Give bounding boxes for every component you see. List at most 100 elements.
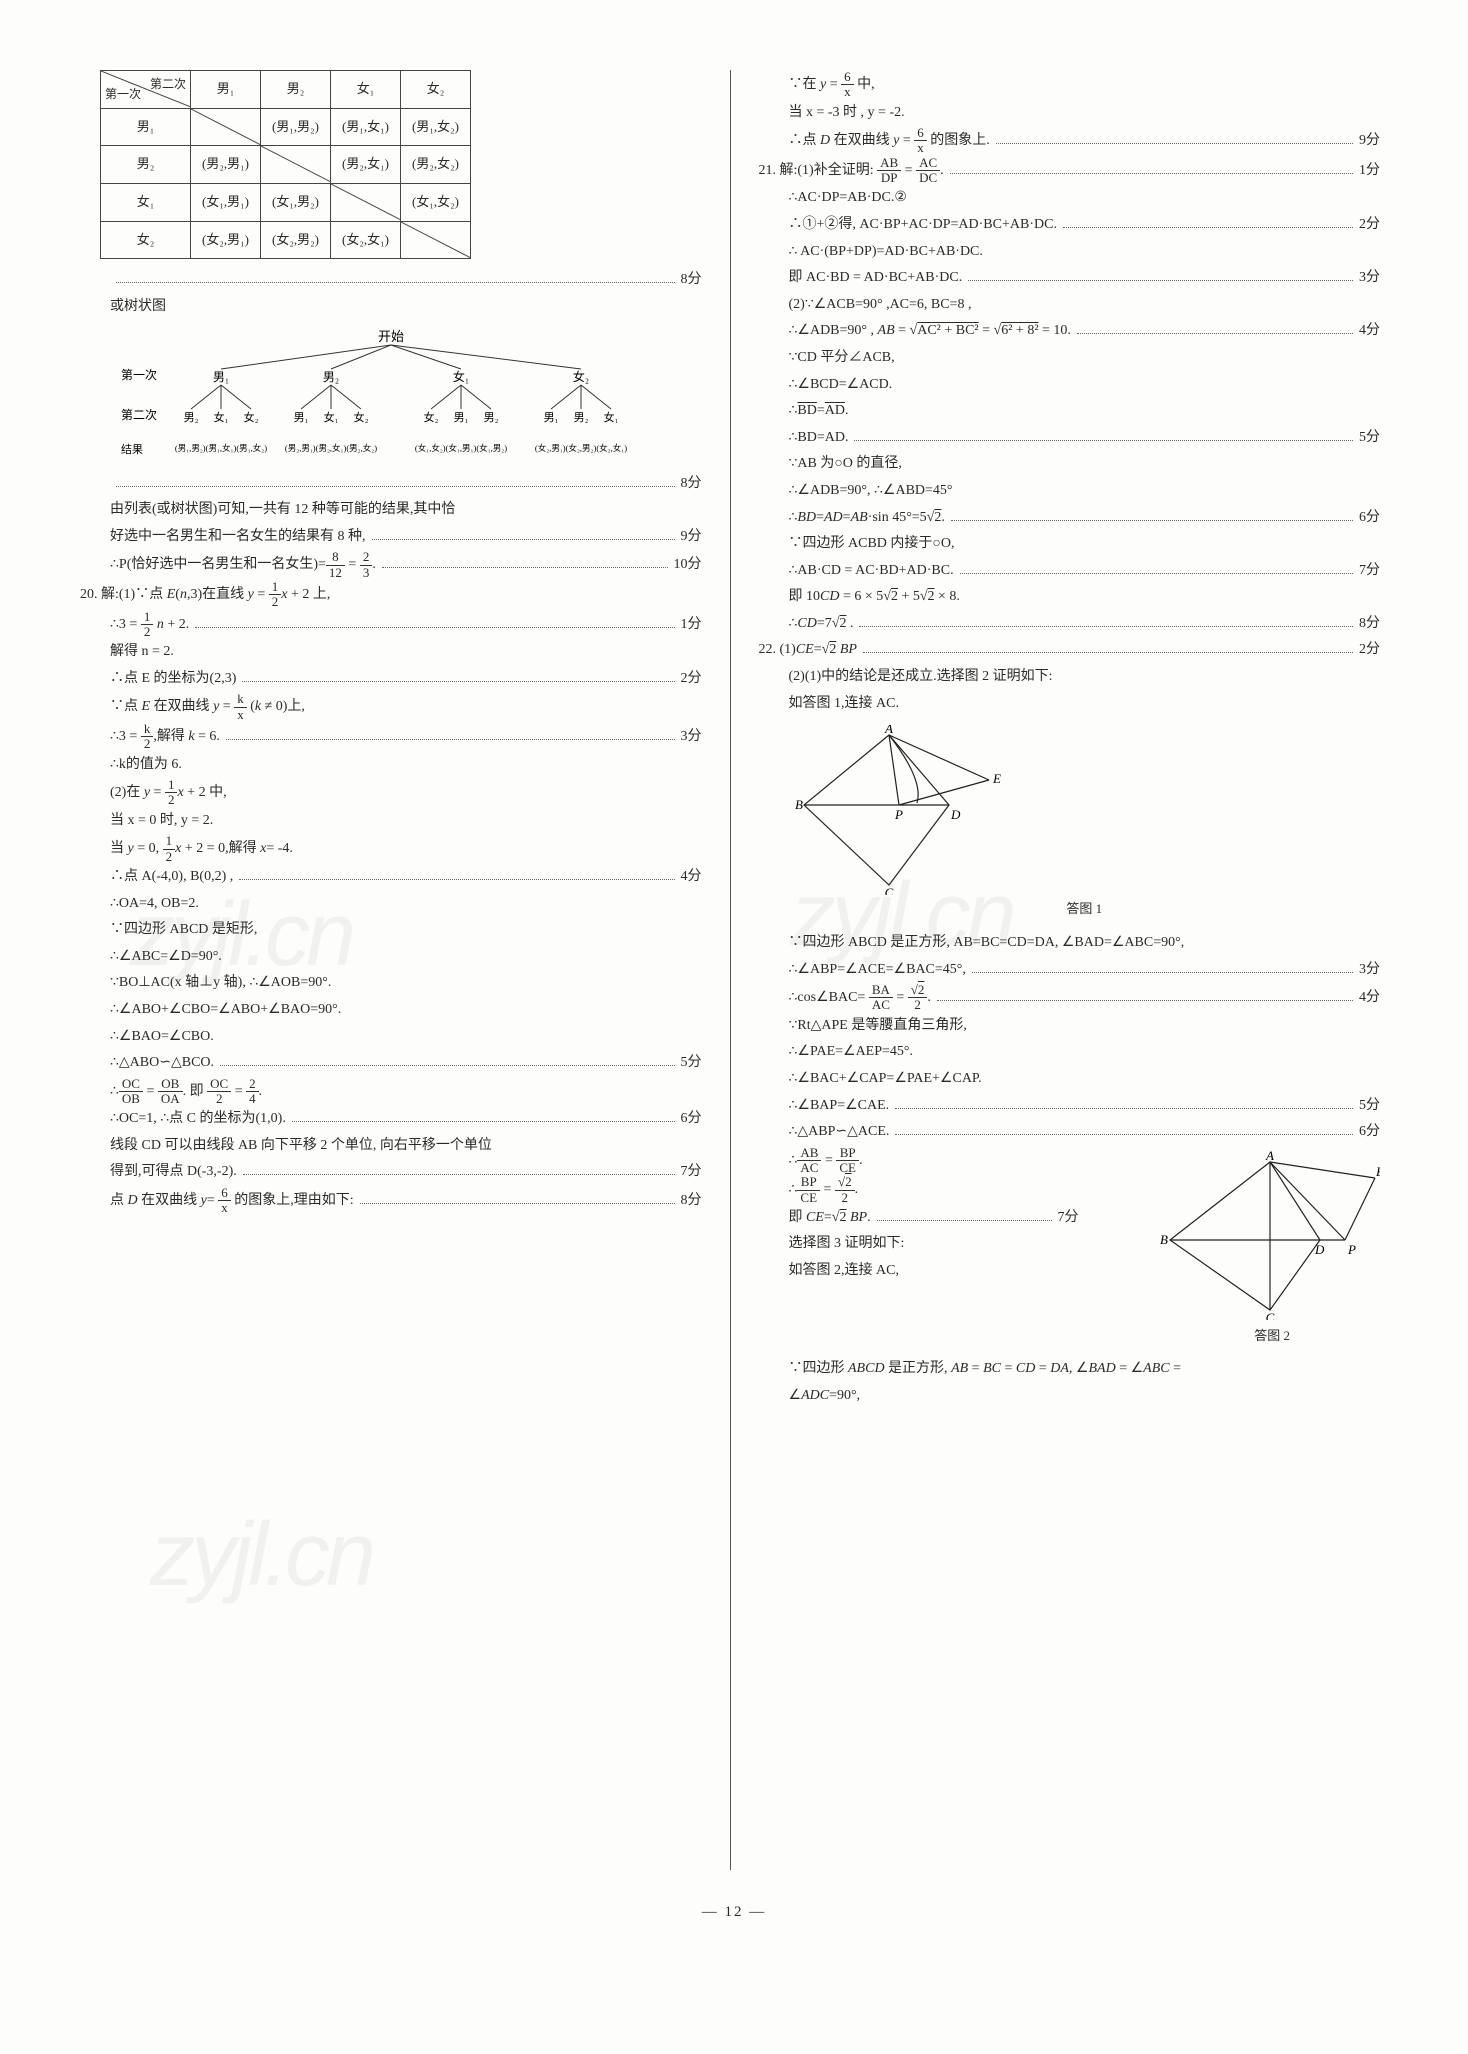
cell (261, 146, 331, 184)
text-line: ∵四边形 ABCD 是正方形, AB = BC = CD = DA, ∠BAD … (759, 1356, 1381, 1383)
score: 9分 (681, 524, 702, 551)
svg-text:女₁: 女₁ (213, 410, 228, 424)
score-row: 得到,可得点 D(-3,-2).7分 (80, 1159, 702, 1186)
svg-text:男₂: 男₂ (483, 412, 498, 424)
cell: (女₁,男₁) (191, 184, 261, 222)
text-line: ∴∠BAC+∠CAP=∠PAE+∠CAP. (759, 1066, 1381, 1093)
score: 4分 (1359, 318, 1380, 345)
score: 3分 (681, 724, 702, 751)
text: ∴3 = 12 n + 2. (110, 610, 189, 640)
text-line: 当 x = 0 时, y = 2. (80, 808, 702, 835)
text: ∴∠ABP=∠ACE=∠BAC=45°, (789, 957, 966, 984)
text-line: 如答图 1,连接 AC. (759, 691, 1381, 718)
right-column: zyjl.cn ∵在 y = 6x 中, 当 x = -3 时 , y = -2… (731, 70, 1399, 1870)
text: 点 D 在双曲线 y= 6x 的图象上,理由如下: (110, 1186, 354, 1216)
svg-text:结果: 结果 (121, 443, 143, 456)
text: ∴cos∠BAC= BAAC = √22. (789, 983, 931, 1013)
score-row: 好选中一名男生和一名女生的结果有 8 种, 9分 (80, 524, 702, 551)
table-row: 男₂ (男₂,男₁) (男₂,女₁) (男₂,女₂) (101, 146, 471, 184)
tree-diagram: 开始 第一次 第二次 结果 男₁ 男₂ 女₁ 女₂ 男₂女₁女₂ 男₁女₁女₂ (101, 327, 681, 467)
row-header: 男₁ (101, 108, 191, 146)
score-row: 8分 (80, 471, 702, 498)
score: 3分 (1359, 265, 1380, 292)
text: ∴点 A(-4,0), B(0,2) , (110, 864, 233, 891)
score: 9分 (1359, 128, 1380, 155)
text: ∴点 D 在双曲线 y = 6x 的图象上. (789, 126, 990, 156)
watermark: zyjl.cn (150, 1470, 372, 1641)
text-line: ∴∠ADB=90°, ∴∠ABD=45° (759, 478, 1381, 505)
q20-header: 20. 解:(1)∵点 E(n,3)在直线 y = 12x + 2 上, (80, 580, 702, 610)
score-row: 8分 (80, 267, 702, 294)
score-row: ∴BD=AD.5分 (759, 425, 1381, 452)
text-line: ∴OA=4, OB=2. (80, 891, 702, 918)
svg-text:C: C (884, 885, 893, 895)
score: 1分 (1359, 158, 1380, 185)
text-line: ∴ AC·(BP+DP)=AD·BC+AB·DC. (759, 239, 1381, 266)
svg-text:E: E (1375, 1164, 1380, 1179)
cell (191, 108, 261, 146)
text: ∴△ABP∽△ACE. (789, 1119, 890, 1146)
svg-text:P: P (894, 807, 903, 822)
answer-figure-1: A B C D E P (789, 725, 1009, 895)
text: ∴BD=AD=AB·sin 45°=5√2. (789, 505, 945, 532)
score: 2分 (681, 666, 702, 693)
score: 8分 (1359, 611, 1380, 638)
table-diag-header: 第二次 第一次 (101, 71, 191, 109)
svg-text:女₁: 女₁ (603, 410, 618, 424)
text-line: 当 x = -3 时 , y = -2. (759, 100, 1381, 127)
svg-text:A: A (884, 725, 893, 736)
score-row: ∴点 A(-4,0), B(0,2) , 4分 (80, 864, 702, 891)
cell: (女₂,男₁) (191, 221, 261, 259)
text-line: ∵AB 为○O 的直径, (759, 451, 1381, 478)
score: 6分 (681, 1106, 702, 1133)
svg-text:男₁: 男₁ (293, 412, 308, 424)
text-line: ∵Rt△APE 是等腰直角三角形, (759, 1013, 1381, 1040)
text-line: ∵CD 平分∠ACB, (759, 345, 1381, 372)
text-line: (2)(1)中的结论是还成立.选择图 2 证明如下: (759, 664, 1381, 691)
q22-header-row: 22. (1)CE=√2 BP2分 (759, 637, 1381, 664)
score: 6分 (1359, 505, 1380, 532)
text: ∴点 E 的坐标为(2,3) (110, 666, 236, 693)
score-row: ∴∠ADB=90° , AB = √AC² + BC² = √6² + 8² =… (759, 318, 1381, 345)
svg-text:A: A (1265, 1150, 1274, 1163)
text-line: ∴k的值为 6. (80, 752, 702, 779)
page-number: — 12 — (70, 1898, 1398, 1927)
col-header: 男₂ (261, 71, 331, 109)
text: 好选中一名男生和一名女生的结果有 8 种, (110, 524, 366, 551)
cell: (女₁,男₂) (261, 184, 331, 222)
svg-text:第一次: 第一次 (121, 368, 157, 382)
text: ∴∠BAP=∠CAE. (789, 1093, 890, 1120)
answer-figure-2: A B C D E P (1150, 1150, 1380, 1320)
score: 8分 (681, 267, 702, 294)
text: ∴△ABO∽△BCO. (110, 1050, 214, 1077)
text-line: 当 y = 0, 12x + 2 = 0,解得 x= -4. (80, 834, 702, 864)
left-column: zyjl.cn zyjl.cn 第二次 第一次 男₁ 男₂ 女₁ 女₂ 男₁ (… (70, 70, 731, 1870)
score-row: ∴△ABP∽△ACE.6分 (759, 1119, 1381, 1146)
score: 4分 (1359, 985, 1380, 1012)
row-header: 女₂ (101, 221, 191, 259)
text-line: ∠ADC=90°, (759, 1383, 1381, 1410)
score-row: ∴3 = 12 n + 2.1分 (80, 610, 702, 640)
text: ∴∠ADB=90° , AB = √AC² + BC² = √6² + 8² =… (789, 318, 1071, 345)
score: 7分 (1359, 558, 1380, 585)
svg-text:女₂: 女₂ (423, 410, 438, 424)
text-line: ∵四边形 ABCD 是矩形, (80, 917, 702, 944)
score: 7分 (681, 1159, 702, 1186)
svg-text:B: B (795, 797, 803, 812)
svg-text:男₂: 男₂ (573, 412, 588, 424)
fig2-caption: 答图 2 (759, 1324, 1381, 1349)
score: 2分 (1359, 212, 1380, 239)
row-header: 女₁ (101, 184, 191, 222)
text-line: ∴AC·DP=AB·DC.② (759, 185, 1381, 212)
text-line: ∴BD=AD. (759, 398, 1381, 425)
text-line: ∴∠BCD=∠ACD. (759, 372, 1381, 399)
text: ∴CD=7√2 . (789, 611, 854, 638)
text-line: ∴∠ABO+∠CBO=∠ABO+∠BAO=90°. (80, 997, 702, 1024)
diag-top-label: 第二次 (150, 73, 186, 96)
score: 2分 (1359, 637, 1380, 664)
score-row: ∴cos∠BAC= BAAC = √22. 4分 (759, 983, 1381, 1013)
svg-text:C: C (1266, 1310, 1275, 1320)
svg-text:男₂: 男₂ (183, 412, 198, 424)
text-line: ∵在 y = 6x 中, (759, 70, 1381, 100)
score: 4分 (681, 864, 702, 891)
